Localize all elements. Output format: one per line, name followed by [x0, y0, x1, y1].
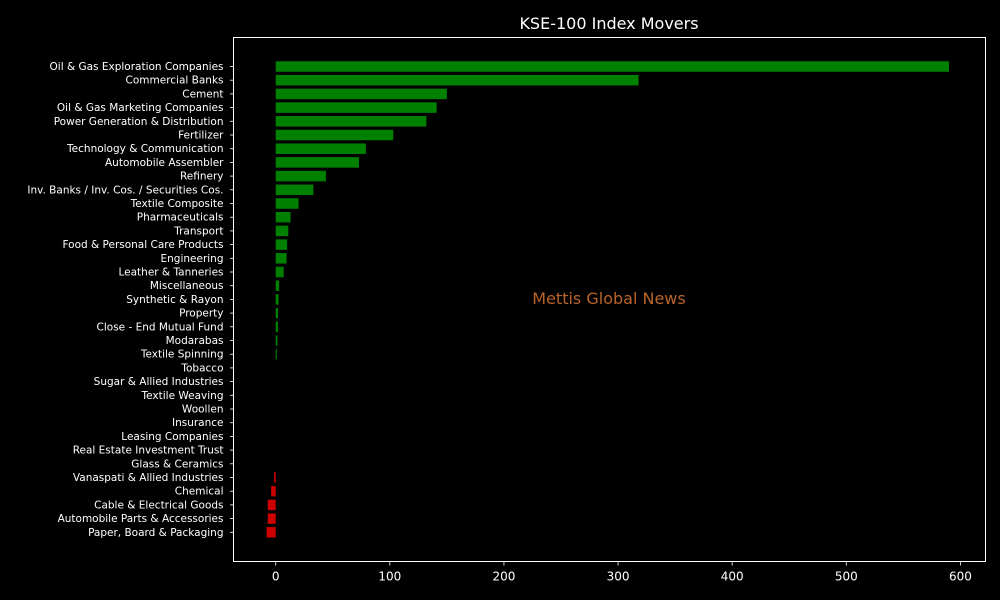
y-tick-label: Modarabas — [166, 335, 224, 347]
y-tick-label: Technology & Communication — [66, 143, 223, 155]
y-tick-label: Automobile Assembler — [105, 157, 224, 169]
y-tick-label: Refinery — [180, 171, 224, 183]
bar — [267, 499, 276, 511]
bar — [275, 198, 299, 209]
bar — [275, 225, 289, 237]
bar — [275, 348, 277, 360]
y-tick-label: Chemical — [175, 486, 224, 498]
bar — [275, 253, 287, 264]
bar — [275, 307, 279, 319]
y-tick-label: Synthetic & Rayon — [126, 294, 223, 306]
y-tick-label: Pharmaceuticals — [137, 212, 224, 224]
x-tick-label: 300 — [607, 570, 630, 584]
bar — [271, 485, 276, 497]
bar — [275, 102, 437, 113]
x-tick-label: 500 — [835, 570, 858, 584]
x-axis: 0 100 200 300 400 500 600 — [272, 561, 972, 584]
bar — [275, 211, 291, 223]
y-tick-label: Property — [179, 308, 223, 320]
y-tick-label: Fertilizer — [178, 130, 224, 142]
bar — [275, 74, 639, 86]
y-tick-label: Sugar & Allied Industries — [94, 376, 224, 388]
bars-group — [266, 61, 949, 538]
x-tick-label: 0 — [272, 570, 280, 584]
y-tick-label: Miscellaneous — [150, 280, 224, 292]
y-tick-label: Textile Weaving — [141, 390, 224, 402]
y-tick-labels: Oil & Gas Exploration Companies Commercia… — [27, 61, 234, 539]
y-tick-label: Transport — [173, 225, 223, 237]
bar — [275, 266, 284, 278]
y-tick-label: Food & Personal Care Products — [62, 239, 223, 251]
y-tick-label: Cement — [182, 88, 223, 100]
bar — [275, 335, 278, 346]
x-tick-label: 100 — [378, 570, 401, 584]
y-tick-label: Tobacco — [180, 362, 223, 374]
x-tick-label: 200 — [492, 570, 515, 584]
y-tick-label: Cable & Electrical Goods — [94, 499, 223, 511]
y-tick-label: Woollen — [182, 404, 224, 416]
y-tick-label: Oil & Gas Marketing Companies — [57, 102, 224, 114]
y-tick-label: Insurance — [172, 417, 224, 429]
y-tick-label: Textile Spinning — [140, 349, 224, 361]
bar — [267, 513, 276, 524]
bar — [275, 61, 949, 72]
y-tick-label: Oil & Gas Exploration Companies — [50, 61, 224, 73]
watermark-text: Mettis Global News — [532, 289, 685, 308]
y-tick-label: Inv. Banks / Inv. Cos. / Securities Cos. — [27, 184, 223, 196]
y-tick-label: Leasing Companies — [121, 431, 223, 443]
y-tick-label: Vanaspati & Allied Industries — [73, 472, 224, 484]
bar — [275, 239, 288, 250]
bar — [275, 280, 280, 291]
y-tick-label: Power Generation & Distribution — [54, 116, 224, 128]
bar — [275, 116, 427, 127]
bar — [275, 88, 447, 100]
bar — [275, 294, 279, 305]
y-tick-label: Close - End Mutual Fund — [97, 321, 224, 333]
x-tick-label: 400 — [721, 570, 744, 584]
y-tick-label: Automobile Parts & Accessories — [58, 513, 224, 525]
bar — [275, 184, 314, 196]
y-tick-label: Leather & Tanneries — [118, 267, 223, 279]
x-tick-label: 600 — [949, 570, 972, 584]
y-tick-label: Textile Composite — [130, 198, 224, 210]
y-tick-label: Real Estate Investment Trust — [73, 445, 224, 457]
y-tick-label: Commercial Banks — [126, 75, 224, 87]
bar — [275, 157, 360, 168]
bar — [275, 129, 394, 141]
y-tick-label: Engineering — [161, 253, 224, 265]
chart-title: KSE-100 Index Movers — [519, 14, 698, 33]
bar — [274, 472, 276, 483]
y-tick-label: Glass & Ceramics — [131, 458, 223, 470]
bar — [275, 170, 326, 182]
bar — [266, 527, 276, 538]
bar — [275, 143, 366, 154]
bar — [275, 321, 279, 333]
y-tick-label: Paper, Board & Packaging — [88, 527, 223, 539]
